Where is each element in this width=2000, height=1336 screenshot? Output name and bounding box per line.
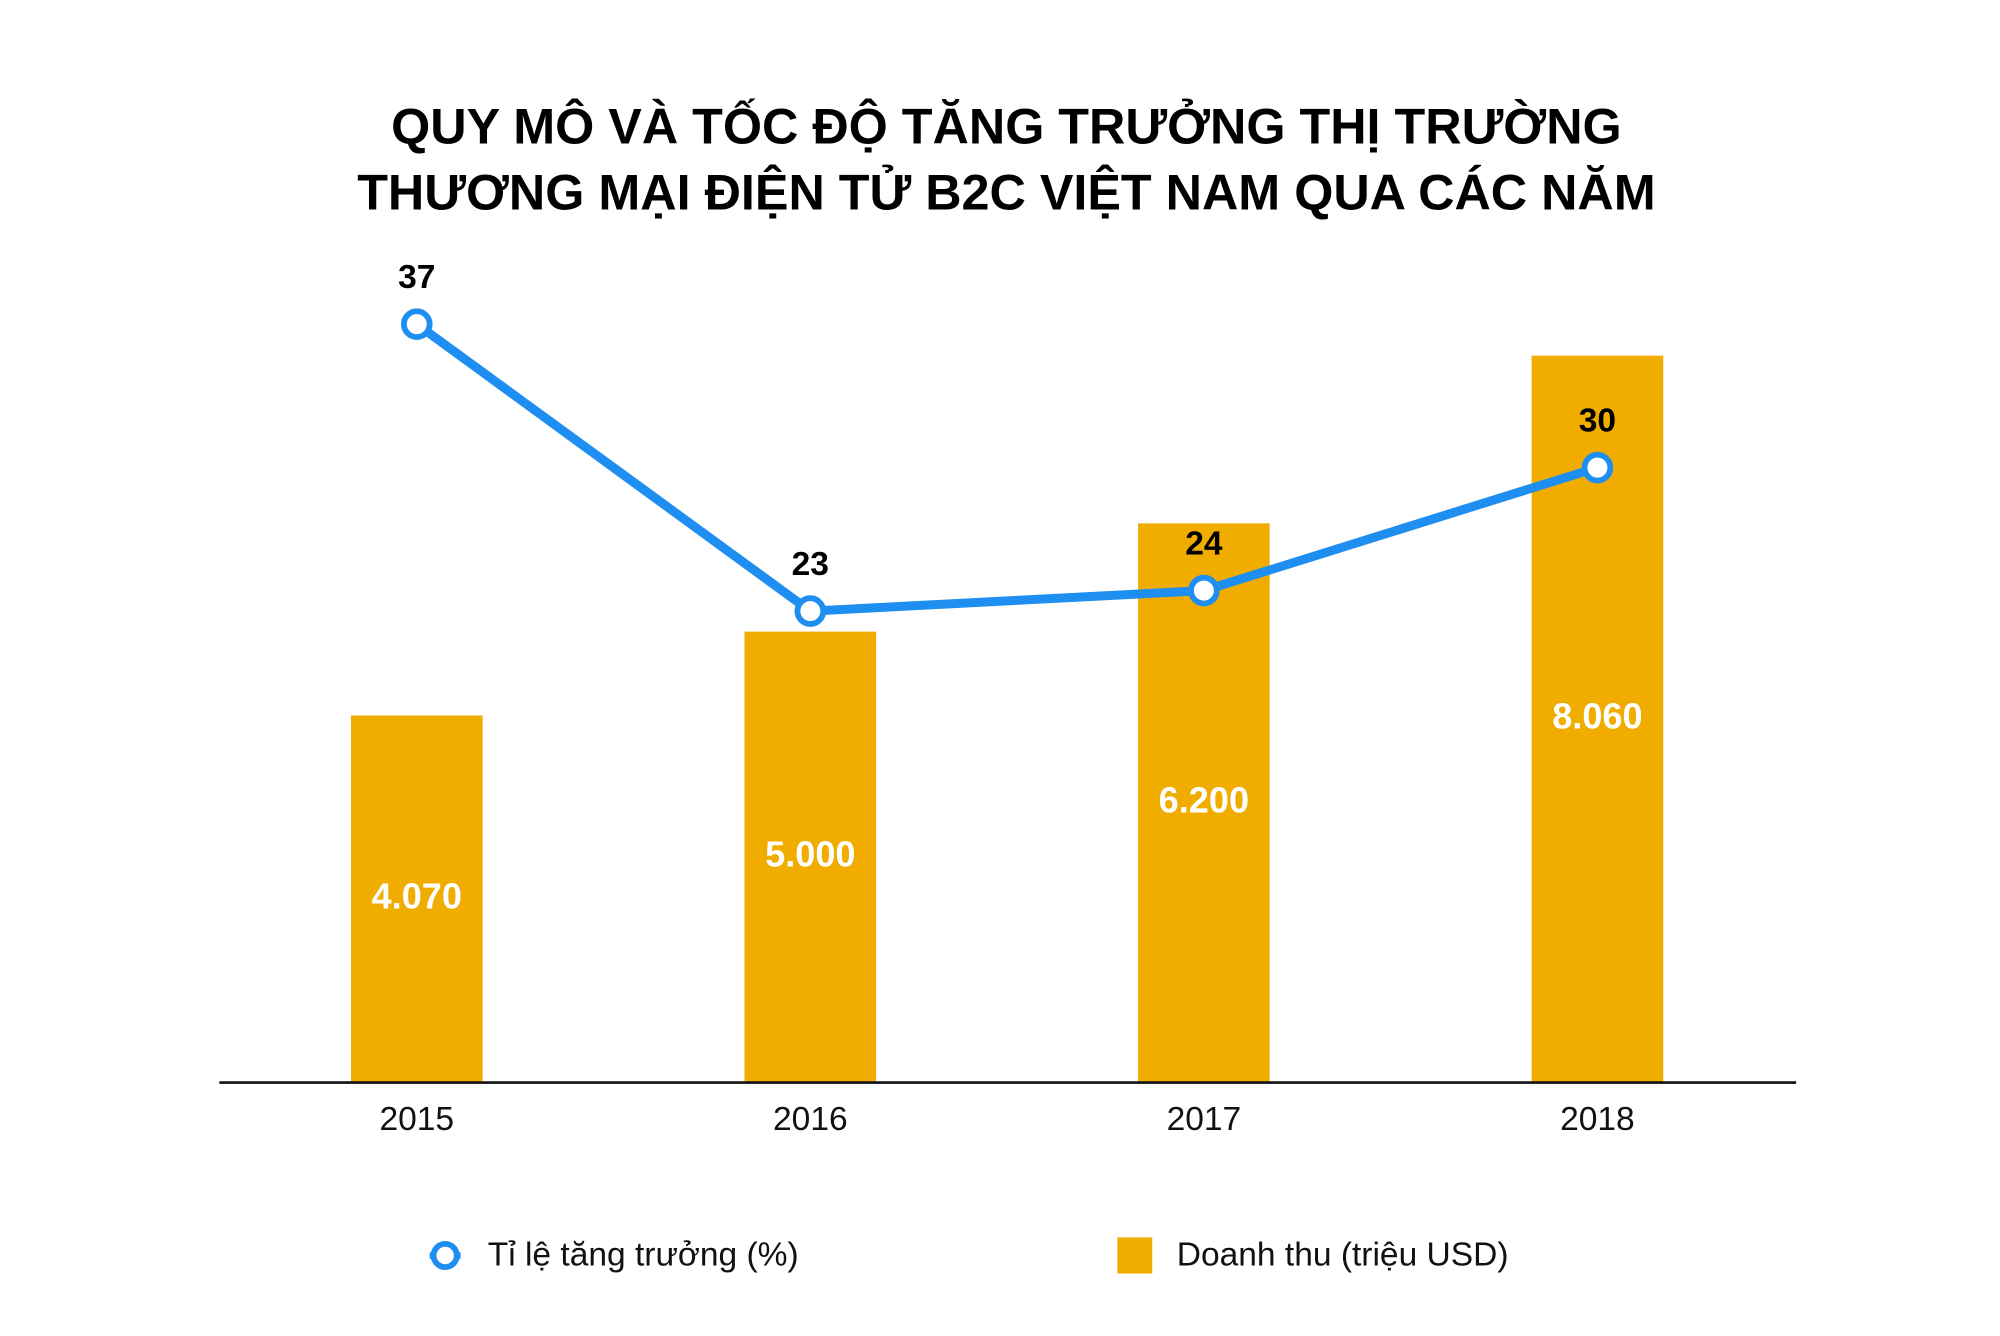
point-value-label: 37 xyxy=(398,259,435,296)
bar-value-label: 8.060 xyxy=(1552,696,1642,737)
point-value-label: 24 xyxy=(1185,525,1223,562)
bar xyxy=(744,631,877,1083)
x-tick-label: 2015 xyxy=(379,1101,454,1138)
bar-value-label: 4.070 xyxy=(372,876,462,917)
chart-title: THƯƠNG MẠI ĐIỆN TỬ B2C VIỆT NAM QUA CÁC … xyxy=(357,163,1655,220)
line-point xyxy=(794,595,827,627)
legend-marker xyxy=(430,1240,460,1270)
x-tick-label: 2018 xyxy=(1560,1101,1635,1138)
legend-label: Doanh thu (triệu USD) xyxy=(1177,1237,1509,1274)
point-value-label: 30 xyxy=(1579,402,1616,439)
plot-area: 4.070 5.000 6.200 8.060 37 23 24 30 2015 2016 2017… xyxy=(219,259,1797,1274)
legend-marker xyxy=(1117,1237,1153,1274)
bar-value-label: 5.000 xyxy=(765,834,855,875)
bar-value-label: 6.200 xyxy=(1159,780,1249,821)
line-point xyxy=(1188,574,1220,607)
growth-line xyxy=(414,320,1599,616)
x-tick-label: 2016 xyxy=(773,1101,848,1138)
x-tick-label: 2017 xyxy=(1167,1101,1242,1138)
line-point xyxy=(400,308,433,340)
legend-label: Tỉ lệ tăng trưởng (%) xyxy=(488,1237,799,1274)
bar xyxy=(1138,523,1270,1083)
chart-title: QUY MÔ VÀ TỐC ĐỘ TĂNG TRƯỞNG THỊ TRƯỜNG xyxy=(391,98,1622,155)
point-value-label: 23 xyxy=(792,546,829,583)
line-point xyxy=(1581,451,1614,484)
bar xyxy=(350,715,483,1083)
